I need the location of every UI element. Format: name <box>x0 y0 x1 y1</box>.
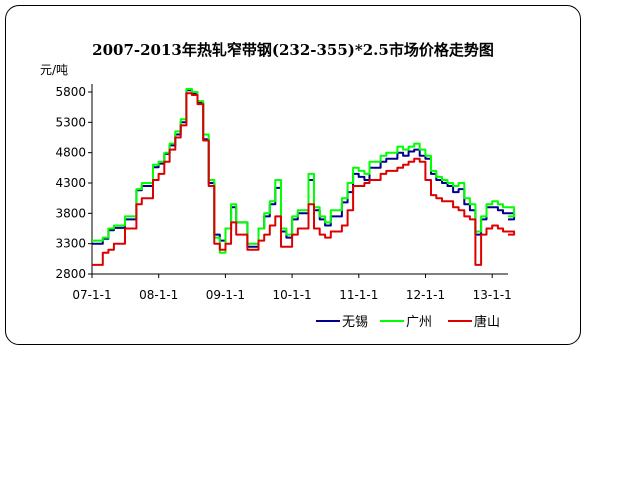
y-axis-label: 元/吨 <box>40 63 68 77</box>
legend-label-1: 广州 <box>406 315 432 330</box>
legend-label-0: 无锡 <box>342 315 368 330</box>
y-tick-label: 4800 <box>55 146 86 160</box>
legend: 无锡 广州 唐山 <box>316 314 500 330</box>
x-tick-label: 08-1-1 <box>139 288 178 302</box>
y-tick-label: 4300 <box>55 176 86 190</box>
chart-frame: 2007-2013年热轧窄带钢(232-355)*2.5市场价格走势图 <box>5 5 581 345</box>
y-tick-label: 5300 <box>55 115 86 129</box>
series-line-0 <box>92 89 516 248</box>
x-tick-label: 09-1-1 <box>206 288 245 302</box>
y-tick-label: 3800 <box>55 206 86 220</box>
chart-title: 2007-2013年热轧窄带钢(232-355)*2.5市场价格走势图 <box>92 41 494 59</box>
x-tick-label: 11-1-1 <box>339 288 378 302</box>
axes: 2800 3300 3800 4300 4800 5300 5800 07-1-1 08-1-1… <box>55 84 512 302</box>
x-tick-label: 12-1-1 <box>406 288 445 302</box>
legend-label-2: 唐山 <box>474 314 500 330</box>
x-tick-label: 10-1-1 <box>272 288 311 302</box>
y-tick-label: 3300 <box>55 237 86 251</box>
series-layer <box>92 88 516 266</box>
y-tick-label: 2800 <box>55 267 86 281</box>
x-tick-label: 13-1-1 <box>473 288 512 302</box>
y-tick-label: 5800 <box>55 85 86 99</box>
series-line-2 <box>92 92 516 266</box>
x-tick-label: 07-1-1 <box>72 288 111 302</box>
